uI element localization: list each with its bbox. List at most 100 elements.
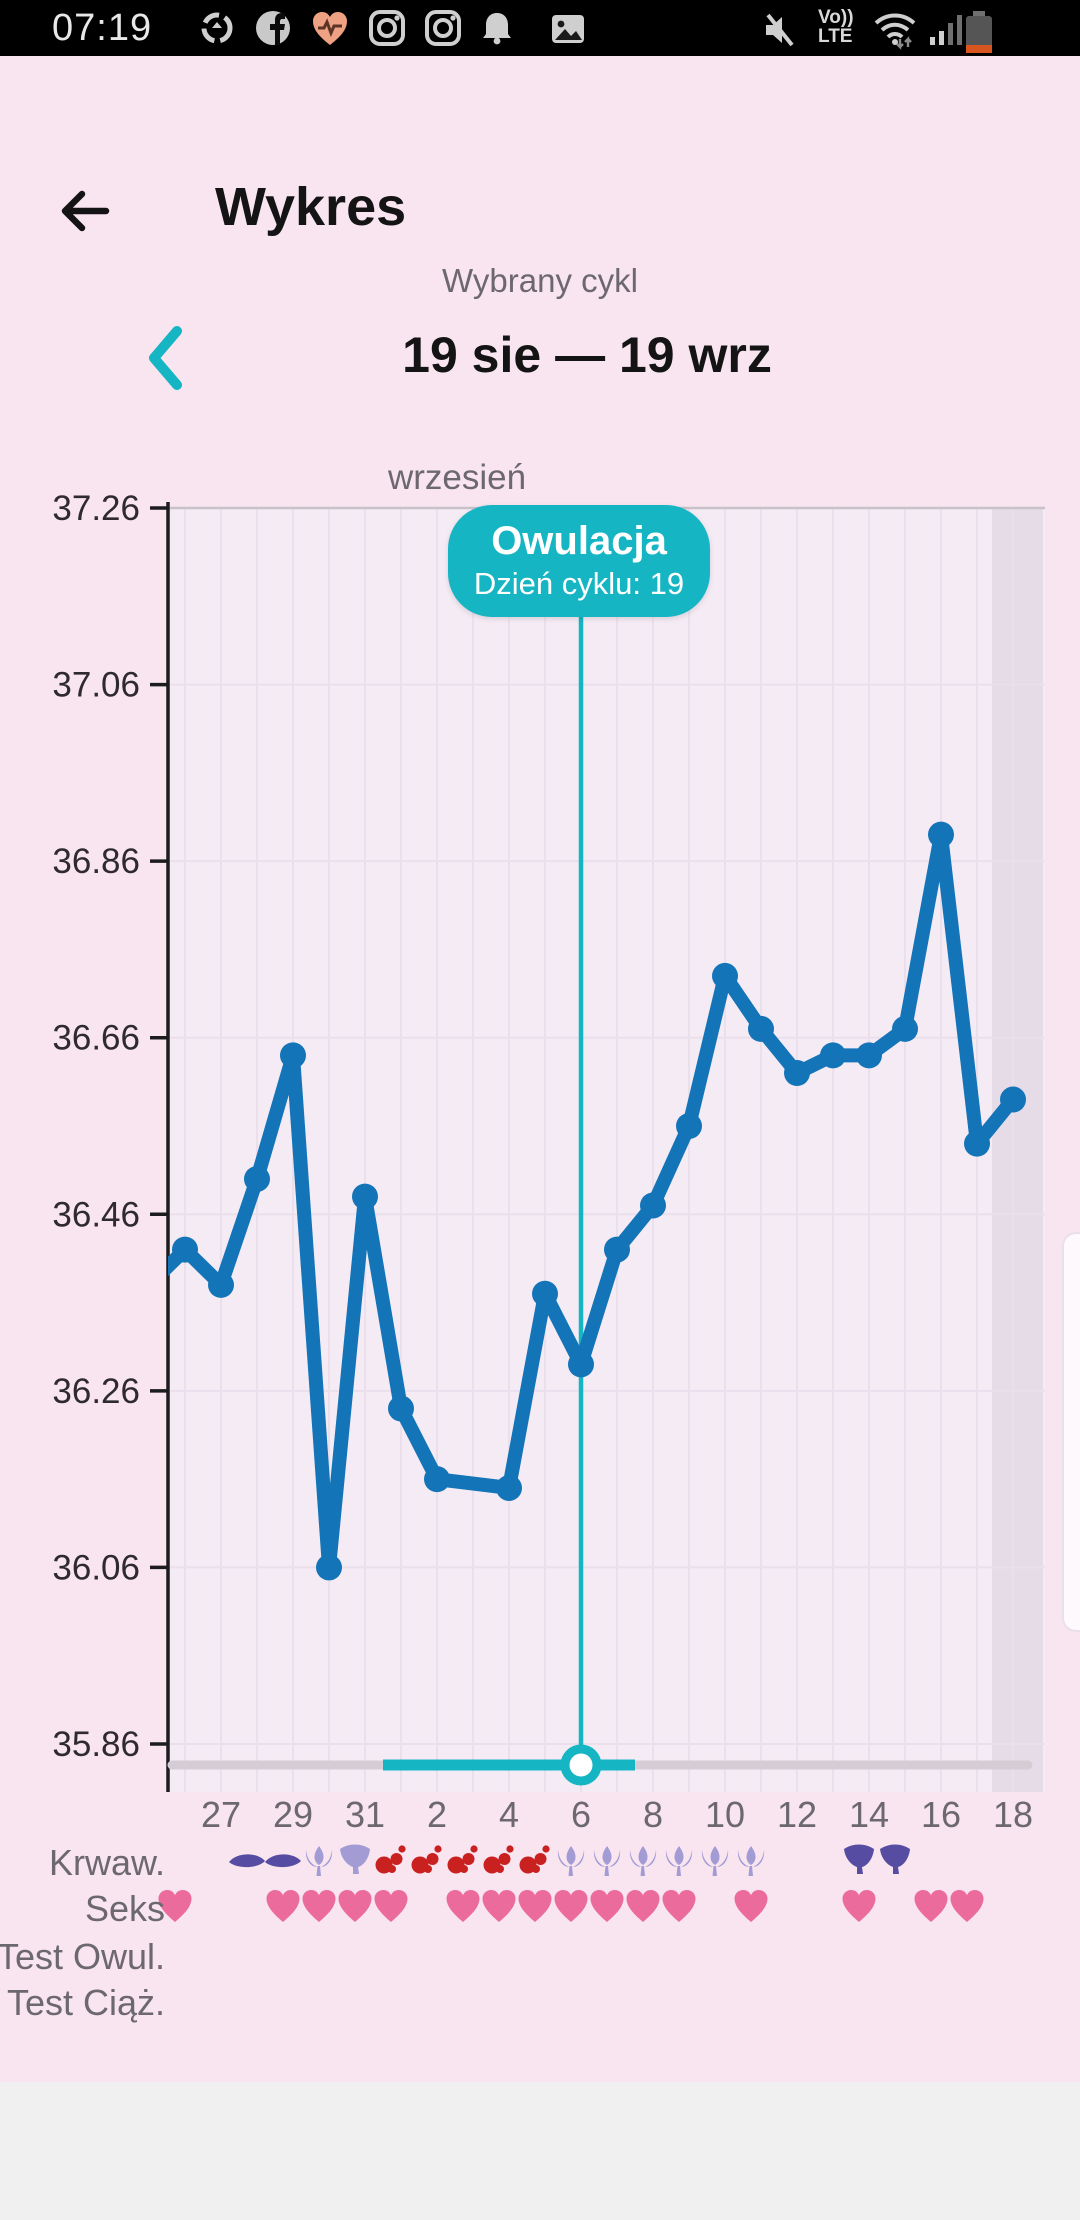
x-tick-label: 29 <box>273 1794 313 1835</box>
sex-heart-icon <box>446 1890 480 1922</box>
y-tick-label: 36.66 <box>52 1019 140 1058</box>
bleeding-lens-icon <box>265 1854 301 1868</box>
temperature-point[interactable] <box>424 1466 450 1493</box>
sex-row-label: Seks <box>84 1888 165 1929</box>
temperature-point[interactable] <box>820 1042 846 1069</box>
today-highlight-band <box>992 508 1043 1792</box>
sex-heart-icon <box>554 1890 588 1922</box>
bleeding-tulip-icon <box>305 1846 333 1876</box>
temperature-point[interactable] <box>136 1272 162 1298</box>
pregnancy-test-row-label: Test Ciąż. <box>6 1982 165 2023</box>
x-tick-label: 6 <box>571 1794 591 1835</box>
x-tick-label: 31 <box>345 1794 385 1835</box>
scrollbar-handle[interactable] <box>1062 1232 1080 1632</box>
signal-icon <box>930 15 962 45</box>
bleeding-splat-icon <box>447 1845 478 1874</box>
temperature-point[interactable] <box>532 1280 558 1307</box>
temperature-point[interactable] <box>352 1183 378 1210</box>
bleeding-fan-icon <box>844 1844 874 1874</box>
bleeding-tulip-icon <box>737 1846 765 1876</box>
temperature-point[interactable] <box>676 1113 702 1139</box>
tooltip-subtitle: Dzień cyklu: 19 <box>473 566 685 601</box>
x-tick-label: 18 <box>993 1794 1033 1835</box>
y-tick-label: 37.26 <box>52 489 140 528</box>
temperature-point[interactable] <box>244 1165 270 1192</box>
sex-heart-icon <box>302 1890 336 1922</box>
sex-heart-icon <box>338 1890 372 1922</box>
temperature-point[interactable] <box>280 1042 306 1069</box>
x-tick-label: 8 <box>643 1794 663 1835</box>
instagram-icon <box>369 10 405 46</box>
sex-heart-icon <box>950 1890 984 1922</box>
sex-heart-icon <box>842 1890 876 1922</box>
sex-heart-icon <box>626 1890 660 1922</box>
temperature-point[interactable] <box>640 1192 666 1219</box>
temperature-point[interactable] <box>1000 1086 1026 1113</box>
temperature-point[interactable] <box>964 1130 990 1157</box>
x-tick-label: 4 <box>499 1794 519 1835</box>
gallery-icon <box>552 15 584 43</box>
sex-heart-icon <box>914 1890 948 1922</box>
bleeding-tulip-icon <box>701 1846 729 1876</box>
sex-heart-icon <box>374 1890 408 1922</box>
y-tick-label: 36.86 <box>52 842 140 881</box>
bleeding-row-label: Krwaw. <box>48 1842 165 1883</box>
status-time: 07:19 <box>52 7 153 49</box>
temperature-point[interactable] <box>856 1042 882 1069</box>
x-tick-label: 12 <box>777 1794 817 1835</box>
sex-heart-icon <box>158 1890 192 1922</box>
y-tick-label: 36.46 <box>52 1195 140 1234</box>
x-tick-label: 2 <box>427 1794 447 1835</box>
status-bar: 07:19 <box>0 0 1080 56</box>
temperature-point[interactable] <box>784 1060 810 1087</box>
sex-heart-icon <box>518 1890 552 1922</box>
x-tick-label: 16 <box>921 1794 961 1835</box>
chevron-left-icon[interactable] <box>146 326 184 390</box>
battery-low-icon <box>966 11 992 53</box>
temperature-point[interactable] <box>712 962 738 989</box>
sex-heart-icon <box>662 1890 696 1922</box>
bleeding-splat-icon <box>411 1845 442 1874</box>
cycle-date-range[interactable]: 19 sie — 19 wrz <box>402 327 772 383</box>
month-label: wrzesień <box>388 458 527 497</box>
mute-icon <box>766 13 794 47</box>
sync-icon <box>201 12 233 44</box>
app-header: Wykres <box>0 56 1080 237</box>
bleeding-splat-icon <box>375 1845 406 1874</box>
temperature-point[interactable] <box>388 1395 414 1422</box>
x-tick-label: 10 <box>705 1794 745 1835</box>
bleeding-fan-icon <box>880 1844 910 1874</box>
bleeding-tulip-icon <box>665 1846 693 1876</box>
facebook-icon <box>256 11 290 45</box>
temperature-point[interactable] <box>748 1015 774 1042</box>
bleeding-splat-icon <box>519 1845 550 1874</box>
y-tick-label: 36.26 <box>52 1372 140 1411</box>
bleeding-splat-icon <box>483 1845 514 1874</box>
temperature-point[interactable] <box>172 1236 198 1263</box>
back-arrow-icon[interactable] <box>56 182 114 240</box>
sex-heart-icon <box>482 1890 516 1922</box>
temperature-point[interactable] <box>208 1271 234 1298</box>
ovulation-tooltip[interactable]: Owulacja Dzień cyklu: 19 <box>448 505 710 617</box>
temperature-point[interactable] <box>604 1236 630 1263</box>
bleeding-tulip-icon <box>557 1846 585 1876</box>
tooltip-title: Owulacja <box>491 519 667 563</box>
temperature-point[interactable] <box>316 1554 342 1581</box>
temperature-point[interactable] <box>928 821 954 848</box>
x-tick-label: 27 <box>201 1794 241 1835</box>
ovulation-test-row-label: Test Owul. <box>0 1936 165 1977</box>
slider-handle[interactable] <box>560 1744 602 1786</box>
instagram-icon <box>425 10 461 46</box>
bell-icon <box>483 13 511 45</box>
selected-cycle-label: Wybrany cykl <box>442 262 638 299</box>
temperature-point[interactable] <box>892 1015 918 1042</box>
sex-heart-icon <box>590 1890 624 1922</box>
temperature-series <box>136 821 1026 1581</box>
sex-heart-icon <box>734 1890 768 1922</box>
wifi-icon <box>874 13 916 50</box>
temperature-point[interactable] <box>568 1351 594 1378</box>
temperature-point[interactable] <box>496 1474 522 1501</box>
x-tick-label: 14 <box>849 1794 889 1835</box>
bleeding-tulip-icon <box>629 1846 657 1876</box>
